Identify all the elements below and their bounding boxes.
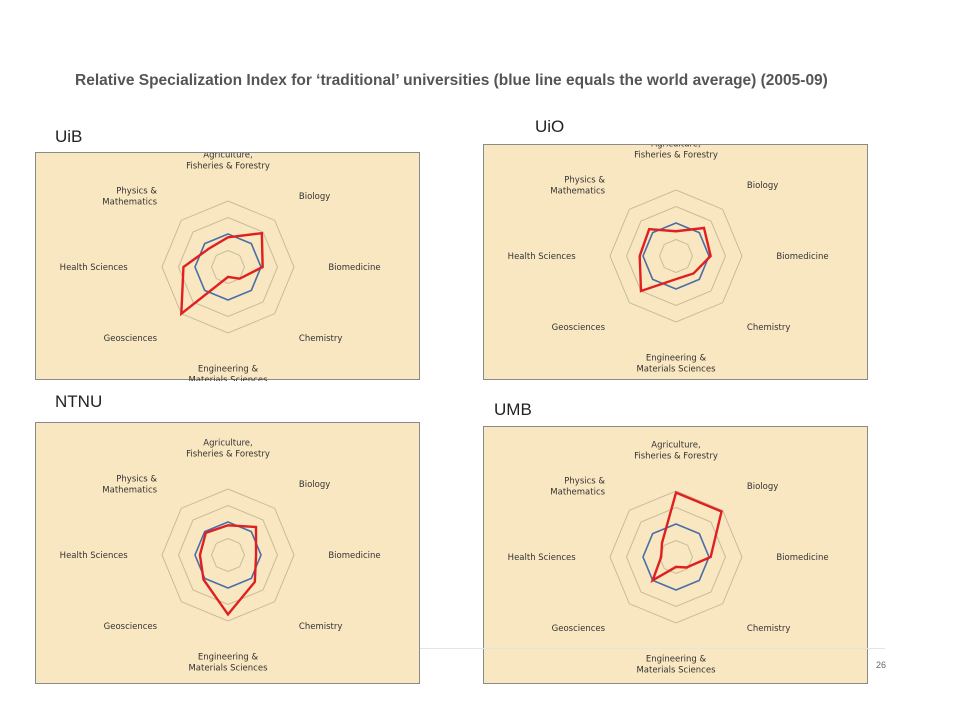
axis-label: Agriculture,Fisheries & Forestry — [634, 441, 718, 462]
axis-label: Health Sciences — [508, 553, 577, 563]
chart-title-uio: UiO — [535, 117, 565, 136]
axis-label: Engineering & Materials Sciences — [188, 652, 268, 673]
axis-label: Biology — [299, 480, 330, 490]
axis-label: Biology — [747, 181, 778, 191]
grid-ring-1 — [210, 249, 246, 285]
axis-label: Health Sciences — [508, 252, 577, 262]
axis-label: Engineering & Materials Sciences — [188, 364, 268, 381]
grid-ring-1 — [658, 238, 694, 274]
axis-label: Biomedicine — [328, 263, 380, 273]
axis-label: Geosciences — [552, 323, 606, 333]
radar-panel-uio: Agriculture,Fisheries & Forestry Biology B… — [483, 144, 868, 380]
footer-divider — [420, 648, 885, 649]
grid-ring-3 — [177, 504, 279, 606]
axis-label: Physics & Mathematics — [550, 477, 605, 498]
radar-chart-ntnu: Agriculture, Fisheries & Forestry Biology B… — [60, 439, 381, 674]
axis-label: Physics & Mathematics — [102, 475, 157, 496]
axis-label: Chemistry — [747, 323, 790, 333]
radar-chart-uib: Agriculture, Fisheries & Forestry Biology B… — [60, 153, 381, 381]
axis-label: Geosciences — [552, 624, 606, 634]
grid-ring-3 — [177, 216, 279, 318]
world-average-line-ntnu — [194, 521, 262, 589]
grid-ring-4 — [161, 488, 295, 622]
radar-panel-umb: Agriculture, Fisheries & Forestry Biology B… — [483, 426, 868, 684]
world-average-line-uib — [194, 233, 262, 301]
axis-label: Health Sciences — [60, 551, 129, 561]
university-line-uio — [638, 226, 712, 293]
axis-label: Agriculture,Fisheries & Forestry — [634, 145, 718, 161]
radar-chart-uio: Agriculture,Fisheries & Forestry Biology B… — [508, 145, 829, 374]
grid-ring-1 — [658, 539, 694, 575]
axis-label: Chemistry — [299, 334, 342, 344]
axis-label: Agriculture,Fisheries & Forestry — [186, 153, 270, 172]
axis-label: Health Sciences — [60, 263, 129, 273]
grid-ring-4 — [161, 200, 295, 334]
chart-title-ntnu: NTNU — [55, 392, 103, 411]
grid-ring-4 — [609, 189, 743, 323]
slide-title: Relative Specialization Index for ‘tradi… — [75, 72, 828, 89]
university-line-uib — [180, 231, 264, 317]
axis-label: Physics & Mathematics — [102, 187, 157, 208]
page-number: 26 — [876, 660, 887, 670]
world-average-line-umb — [642, 523, 710, 591]
radar-chart-umb: Agriculture, Fisheries & Forestry Biology B… — [508, 441, 829, 676]
axis-label: Geosciences — [104, 334, 158, 344]
axis-label: Biology — [299, 192, 330, 202]
axis-label: Geosciences — [104, 622, 158, 632]
axis-label: Biomedicine — [776, 553, 828, 563]
world-average-line-uio — [642, 222, 710, 290]
grid-ring-4 — [609, 490, 743, 624]
axis-label: Chemistry — [747, 624, 790, 634]
axis-label: Engineering & Materials Sciences — [636, 353, 716, 374]
axis-label: Biomedicine — [328, 551, 380, 561]
chart-title-umb: UMB — [494, 400, 532, 419]
grid-ring-1 — [210, 537, 246, 573]
axis-label: Engineering & Materials Sciences — [636, 654, 716, 675]
axis-label: Agriculture,Fisheries & Forestry — [186, 439, 270, 460]
axis-label: Physics & Mathematics — [550, 176, 605, 197]
axis-label: Biomedicine — [776, 252, 828, 262]
radar-panel-ntnu: Agriculture, Fisheries & Forestry Biology B… — [35, 422, 420, 684]
axis-label: Chemistry — [299, 622, 342, 632]
radar-panel-uib: Agriculture, Fisheries & Forestry Biology B… — [35, 152, 420, 381]
grid-ring-3 — [625, 205, 727, 307]
axis-label: Biology — [747, 482, 778, 492]
university-line-umb — [650, 491, 723, 584]
university-line-ntnu — [198, 524, 258, 617]
chart-title-uib: UiB — [55, 127, 83, 146]
